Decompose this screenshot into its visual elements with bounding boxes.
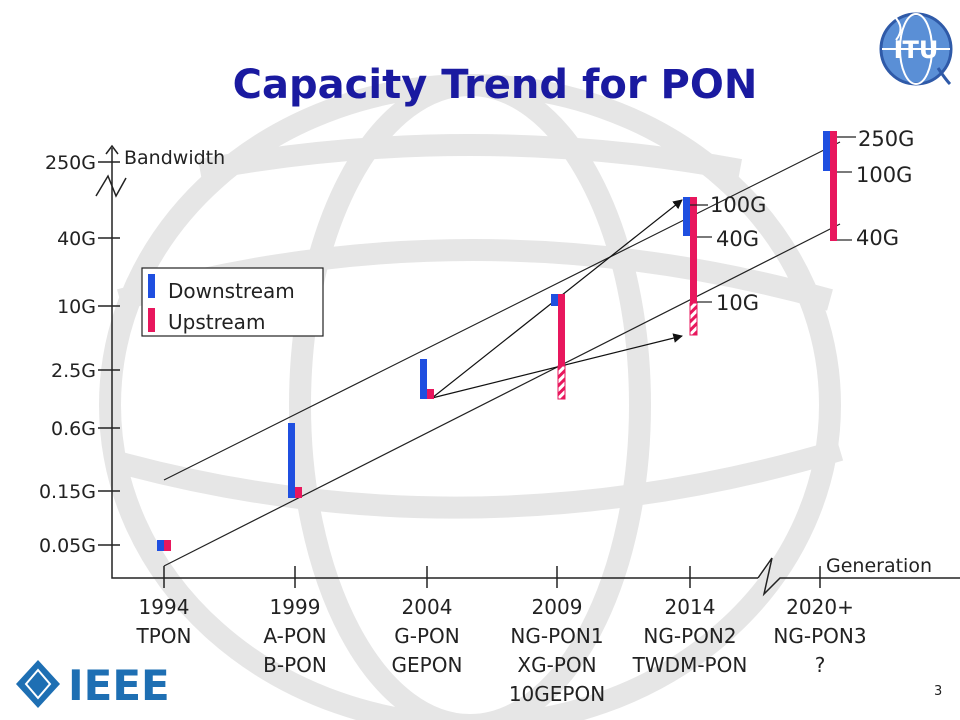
legend-swatch-upstream [148,308,155,332]
x-tick-label-year: 1999 [270,595,321,619]
x-tick-label-standard: NG-PON1 [510,624,603,648]
itu-logo: ITU [879,12,953,86]
x-tick-label-standard: TWDM-PON [632,653,748,677]
x-tick-label-year: 2004 [402,595,453,619]
downstream-bars [157,131,830,551]
x-tick-label-year: 1994 [139,595,190,619]
annotation-2014-10g: 10G [716,291,759,315]
trend-line-lower [163,223,841,567]
x-tick-label-year: 2009 [532,595,583,619]
upstream-bar-1999 [295,487,302,498]
x-axis-break-icon [757,557,960,597]
upstream-bar-2009 [558,294,565,366]
downstream-bar-2004 [420,359,427,399]
x-axis-label: Generation [826,555,932,577]
trend-lines [163,141,841,567]
y-axis [111,148,758,579]
x-tick-label-standard: XG-PON [517,653,596,677]
upstream-bar-2020 [830,131,837,241]
annotation-2020-250g: 250G [858,127,914,151]
ieee-logo-text: IEEE [68,661,170,710]
y-tick-label: 250G [45,152,96,174]
y-tick-label: 40G [57,228,96,250]
y-arrow-tip [105,144,119,155]
y-axis-break-icon [95,174,127,198]
slide-title: Capacity Trend for PON [232,62,758,108]
downstream-bar-2009 [551,294,558,306]
downstream-bar-1994 [157,540,164,551]
downstream-bar-2014 [683,197,690,236]
annotation-2014-40g: 40G [716,227,759,251]
downstream-bar-2020 [823,131,830,171]
x-tick-label-standard: A-PON [263,624,326,648]
x-tick-label-standard: 10GEPON [509,682,605,706]
upstream-bars [164,131,837,551]
x-tick-label-year: 2014 [665,595,716,619]
upstream-bar-1994 [164,540,171,551]
upstream-bar-2009-hatched [557,365,566,400]
legend: Downstream Upstream [141,267,324,337]
legend-swatch-downstream [148,274,155,298]
y-tick-label: 0.05G [39,535,96,557]
upstream-bar-2004 [427,389,434,399]
arrow-upstream [431,333,683,399]
itu-logo-text: ITU [894,36,939,64]
legend-label-upstream: Upstream [168,310,265,334]
upstream-bar-2014 [690,197,697,303]
annotation-2020-100g: 100G [856,163,912,187]
annotation-2020-40g: 40G [856,226,899,250]
axes [95,144,960,597]
page-number: 3 [934,684,943,699]
y-axis-label: Bandwidth [124,147,225,169]
y-tick-label: 2.5G [51,360,96,382]
x-tick-label-standard: B-PON [263,653,327,677]
upstream-bar-2014-hatched [689,302,698,336]
annotations: 100G 40G 10G 250G 100G 40G [710,127,914,315]
legend-label-downstream: Downstream [168,279,295,303]
x-tick-label-standard: G-PON [394,624,459,648]
x-tick-label-standard: NG-PON2 [643,624,736,648]
legend-box [141,267,324,337]
x-tick-label-standard: ? [815,653,826,677]
y-tick-label: 0.15G [39,481,96,503]
x-tick-label-standard: NG-PON3 [773,624,866,648]
downstream-bar-1999 [288,423,295,498]
y-tick-label: 10G [57,296,96,318]
trend-line-upper [163,141,841,481]
x-tick-label-year: 2020+ [786,595,854,619]
ieee-logo: IEEE [16,660,170,710]
y-tick-label: 0.6G [51,418,96,440]
annotation-leaders [690,136,856,303]
x-tick-label-standard: TPON [136,624,192,648]
x-tick-label-standard: GEPON [392,653,463,677]
annotation-2014-downstream-max: 100G [710,193,766,217]
